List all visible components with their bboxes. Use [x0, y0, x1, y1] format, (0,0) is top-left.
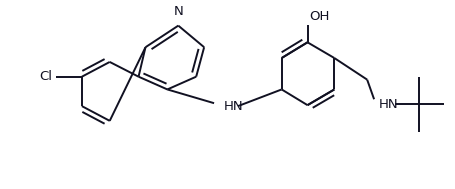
Text: HN: HN: [379, 98, 399, 111]
Text: OH: OH: [309, 10, 330, 23]
Text: N: N: [173, 5, 183, 18]
Text: Cl: Cl: [39, 70, 52, 83]
Text: HN: HN: [224, 100, 243, 113]
